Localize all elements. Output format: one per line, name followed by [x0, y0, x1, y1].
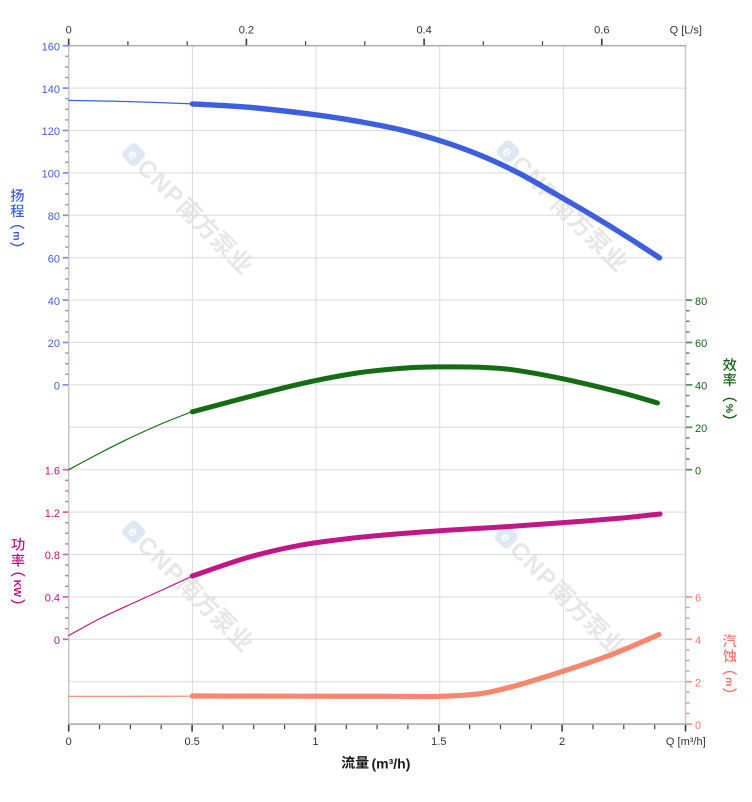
svg-text:Q [L/s]: Q [L/s]: [670, 24, 702, 36]
svg-text:(m³/h): (m³/h): [372, 756, 411, 772]
svg-text:1.2: 1.2: [45, 508, 60, 520]
svg-text:KW: KW: [11, 580, 23, 598]
svg-text:1: 1: [312, 736, 318, 748]
svg-text:160: 160: [42, 41, 60, 53]
svg-text:%: %: [723, 404, 735, 414]
svg-text:40: 40: [48, 296, 60, 308]
svg-text:80: 80: [48, 211, 60, 223]
svg-text:0: 0: [66, 736, 72, 748]
svg-text:0.2: 0.2: [239, 24, 254, 36]
svg-text:0: 0: [54, 635, 60, 647]
svg-text:1.5: 1.5: [431, 736, 446, 748]
svg-text:0.6: 0.6: [594, 24, 609, 36]
svg-text:0.4: 0.4: [45, 593, 60, 605]
svg-text:0: 0: [695, 465, 701, 477]
svg-text:2: 2: [559, 736, 565, 748]
svg-text:m: m: [723, 677, 735, 686]
svg-text:1.6: 1.6: [45, 465, 60, 477]
svg-text:20: 20: [48, 338, 60, 350]
svg-text:0.5: 0.5: [184, 736, 199, 748]
svg-text:0: 0: [54, 381, 60, 393]
svg-text:20: 20: [695, 423, 707, 435]
svg-text:6: 6: [695, 593, 701, 605]
svg-text:4: 4: [695, 635, 701, 647]
svg-text:60: 60: [695, 338, 707, 350]
svg-text:120: 120: [42, 126, 60, 138]
svg-text:0.4: 0.4: [416, 24, 431, 36]
svg-text:m: m: [10, 231, 22, 240]
svg-text:60: 60: [48, 253, 60, 265]
svg-text:0: 0: [66, 24, 72, 36]
svg-text:100: 100: [42, 169, 60, 181]
svg-text:0: 0: [695, 720, 701, 732]
svg-text:Q [m³/h]: Q [m³/h]: [666, 736, 706, 748]
svg-text:2: 2: [695, 677, 701, 689]
svg-text:80: 80: [695, 296, 707, 308]
svg-text:140: 140: [42, 84, 60, 96]
svg-text:0.8: 0.8: [45, 550, 60, 562]
svg-text:40: 40: [695, 381, 707, 393]
